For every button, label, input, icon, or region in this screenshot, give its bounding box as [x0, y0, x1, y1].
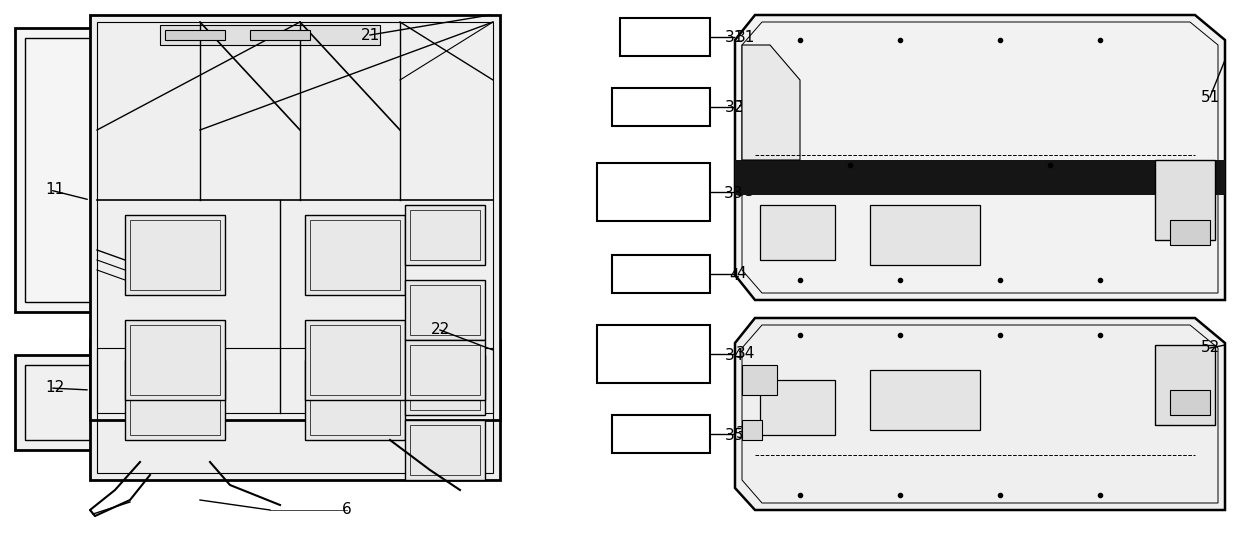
Text: 4: 4 [737, 266, 745, 281]
Text: 52: 52 [1200, 341, 1220, 356]
Polygon shape [91, 15, 500, 420]
Bar [405, 420, 485, 480]
Bar [620, 18, 711, 56]
Text: 第二
显示驱动板: 第二 显示驱动板 [629, 335, 678, 374]
Text: 11: 11 [46, 183, 64, 197]
Bar [760, 380, 835, 435]
Bar [405, 205, 485, 265]
Bar [870, 370, 980, 430]
Bar [410, 285, 480, 335]
Polygon shape [15, 355, 370, 450]
Polygon shape [91, 340, 500, 480]
Bar [596, 163, 711, 221]
Text: 21: 21 [361, 27, 379, 43]
Text: 按键板: 按键板 [646, 425, 676, 443]
Text: 31: 31 [724, 31, 744, 45]
Text: 31: 31 [737, 30, 755, 45]
Text: 35: 35 [724, 427, 744, 443]
Bar [613, 88, 711, 126]
Bar [410, 210, 480, 260]
Bar [125, 360, 224, 440]
Text: 交互板: 交互板 [646, 98, 676, 116]
Bar [613, 255, 711, 293]
Text: 32: 32 [737, 100, 755, 114]
Bar [130, 220, 219, 290]
Text: 33: 33 [724, 185, 744, 201]
Bar [130, 365, 219, 435]
Bar [410, 425, 480, 475]
Bar [305, 320, 405, 400]
Bar [410, 360, 480, 410]
Bar [596, 325, 711, 383]
Bar [410, 345, 480, 395]
Bar [405, 355, 485, 415]
Bar [310, 365, 401, 435]
Text: 第一
显示驱动板: 第一 显示驱动板 [629, 172, 678, 211]
Polygon shape [160, 25, 379, 45]
Text: 33: 33 [737, 184, 755, 199]
Text: 51: 51 [1200, 89, 1220, 105]
Text: 34: 34 [737, 347, 755, 362]
Bar [310, 325, 401, 395]
Bar [613, 415, 711, 453]
Bar [310, 220, 401, 290]
Text: 主板: 主板 [655, 28, 675, 46]
Bar [305, 360, 405, 440]
Text: 32: 32 [724, 100, 744, 115]
Text: 12: 12 [46, 381, 64, 396]
Polygon shape [735, 160, 1225, 195]
Polygon shape [742, 45, 800, 160]
Bar [870, 205, 980, 265]
Bar [1171, 220, 1210, 245]
Bar [130, 325, 219, 395]
Bar [742, 420, 763, 440]
Polygon shape [735, 15, 1225, 300]
Text: 34: 34 [724, 348, 744, 363]
Text: 电源板: 电源板 [646, 265, 676, 283]
Bar [1171, 390, 1210, 415]
Bar [1154, 160, 1215, 240]
Bar [125, 215, 224, 295]
Bar [125, 320, 224, 400]
Bar [165, 30, 224, 40]
Text: 22: 22 [430, 322, 450, 337]
Bar [250, 30, 310, 40]
Bar [305, 215, 405, 295]
Text: 6: 6 [342, 502, 352, 517]
Polygon shape [15, 28, 370, 312]
Text: 35: 35 [737, 426, 755, 441]
Bar [405, 280, 485, 340]
Bar [742, 365, 777, 395]
Text: 4: 4 [729, 267, 739, 282]
Bar [405, 340, 485, 400]
Polygon shape [735, 318, 1225, 510]
Bar [1154, 345, 1215, 425]
Bar [760, 205, 835, 260]
